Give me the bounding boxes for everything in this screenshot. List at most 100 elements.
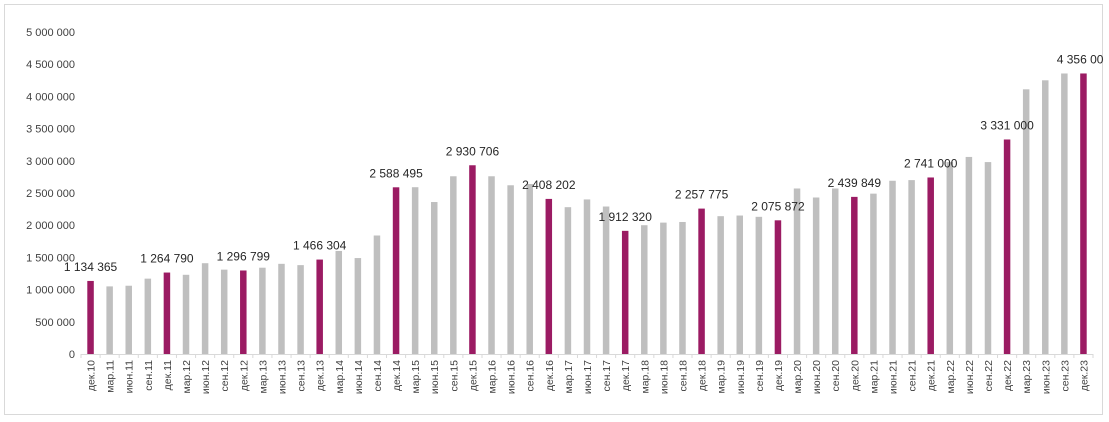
x-tick-label: сен.14 xyxy=(372,360,384,392)
bar xyxy=(831,188,839,354)
x-tick-label: дек.12 xyxy=(238,360,250,391)
bar xyxy=(1042,80,1049,355)
bar xyxy=(793,188,801,354)
bar xyxy=(755,216,763,354)
x-tick-label: сен.17 xyxy=(601,360,613,392)
bar xyxy=(144,278,152,354)
bar-highlight xyxy=(927,177,934,354)
x-tick-label: июн.21 xyxy=(888,360,900,394)
y-tick-label: 2 500 000 xyxy=(26,188,75,200)
bar xyxy=(526,183,533,354)
y-tick-label: 1 500 000 xyxy=(26,252,75,264)
data-label: 4 356 000 xyxy=(1057,52,1104,66)
x-tick-label: июн.22 xyxy=(964,360,976,394)
y-tick-label: 2 000 000 xyxy=(26,220,75,232)
bar xyxy=(660,222,667,354)
y-tick-label: 3 500 000 xyxy=(26,124,75,136)
x-tick-label: сен.21 xyxy=(907,360,919,392)
x-tick-label: дек.16 xyxy=(544,360,556,391)
bar xyxy=(354,258,362,354)
x-tick-label: мар.18 xyxy=(639,360,651,394)
bar-highlight xyxy=(316,259,323,354)
y-axis: 0 500 000 1 000 000 1 500 000 2 000 000 2 500… xyxy=(26,27,75,361)
bar-highlight xyxy=(621,230,629,354)
x-tick-label: мар.11 xyxy=(105,360,117,393)
data-label: 1 466 304 xyxy=(293,239,347,253)
bar-highlight xyxy=(1003,139,1011,354)
bar xyxy=(736,215,744,354)
data-label: 2 588 495 xyxy=(369,166,423,180)
data-label: 3 331 000 xyxy=(980,118,1034,132)
bar-highlight xyxy=(698,208,705,354)
data-labels: 1 134 365 1 264 790 1 296 799 1 466 304 2 58… xyxy=(64,52,1104,273)
x-tick-label: дек.18 xyxy=(697,360,709,391)
x-tick-label: мар.16 xyxy=(487,360,499,394)
bar xyxy=(583,199,591,354)
data-label: 2 439 849 xyxy=(828,176,882,190)
x-tick-label: мар.19 xyxy=(716,360,728,394)
bar xyxy=(679,221,686,354)
bar xyxy=(1061,73,1068,354)
bar xyxy=(488,176,495,354)
y-tick-label: 1 000 000 xyxy=(26,285,75,297)
bar-highlight xyxy=(240,270,247,354)
bar xyxy=(259,267,266,354)
x-tick-label: сен.19 xyxy=(754,360,766,392)
x-tick-label: мар.20 xyxy=(792,360,804,394)
data-label: 2 257 775 xyxy=(675,188,729,202)
bar-highlight xyxy=(774,220,782,354)
x-tick-label: сен.13 xyxy=(296,360,308,392)
x-tick-label: мар.23 xyxy=(1021,360,1033,394)
x-tick-label: дек.20 xyxy=(849,360,861,391)
x-tick-label: сен.11 xyxy=(143,360,155,391)
x-tick-label: дек.21 xyxy=(926,360,938,391)
x-tick-label: дек.15 xyxy=(467,360,479,391)
x-tick-label: мар.21 xyxy=(868,360,880,394)
bar xyxy=(297,265,304,354)
x-tick-label: июн.17 xyxy=(582,360,594,394)
bar-highlight xyxy=(469,165,476,354)
y-tick-label: 4 500 000 xyxy=(26,59,75,71)
bar xyxy=(182,274,190,354)
bar xyxy=(430,202,438,354)
data-label: 1 296 799 xyxy=(217,249,271,263)
x-tick-label: мар.17 xyxy=(563,360,575,394)
bar xyxy=(870,193,877,354)
bar xyxy=(984,162,992,354)
bar xyxy=(507,185,514,354)
data-label: 2 075 872 xyxy=(751,199,805,213)
x-tick-label: сен.16 xyxy=(525,360,537,392)
x-tick-label: мар.15 xyxy=(410,360,422,394)
bar xyxy=(201,263,209,354)
bar xyxy=(278,263,285,354)
bar xyxy=(564,207,572,354)
x-tick-label: мар.22 xyxy=(945,360,957,394)
x-tick-label: дек.10 xyxy=(86,360,98,391)
x-tick-label: дек.11 xyxy=(162,360,174,391)
x-tick-label: дек.17 xyxy=(620,360,632,391)
data-label: 2 930 706 xyxy=(446,144,500,158)
x-tick-label: сен.22 xyxy=(983,360,995,392)
bar xyxy=(602,206,610,354)
x-tick-label: сен.20 xyxy=(830,360,842,392)
x-tick-label: мар.12 xyxy=(181,360,193,394)
x-tick-label: дек.14 xyxy=(391,360,403,391)
x-tick-label: дек.19 xyxy=(773,360,785,391)
x-tick-label: сен.15 xyxy=(448,360,460,392)
y-tick-label: 3 000 000 xyxy=(26,156,75,168)
bar-highlight xyxy=(851,196,858,354)
x-tick-label: июн.15 xyxy=(429,360,441,394)
x-tick-label: дек.13 xyxy=(315,360,327,391)
y-tick-label: 500 000 xyxy=(35,317,75,329)
bar-highlight xyxy=(87,280,94,354)
bar-highlight xyxy=(163,272,171,354)
data-label: 1 264 790 xyxy=(140,252,194,266)
bar xyxy=(125,285,132,354)
data-label: 2 741 000 xyxy=(904,156,958,170)
bar xyxy=(812,197,820,354)
x-tick-label: июн.16 xyxy=(506,360,518,394)
y-tick-label: 5 000 000 xyxy=(26,27,75,39)
x-tick-label: июн.18 xyxy=(658,360,670,394)
bar xyxy=(335,250,343,354)
x-axis: дек.10 мар.11 июн.11 сен.11 дек.11 мар.12 июн.… xyxy=(80,354,1094,394)
